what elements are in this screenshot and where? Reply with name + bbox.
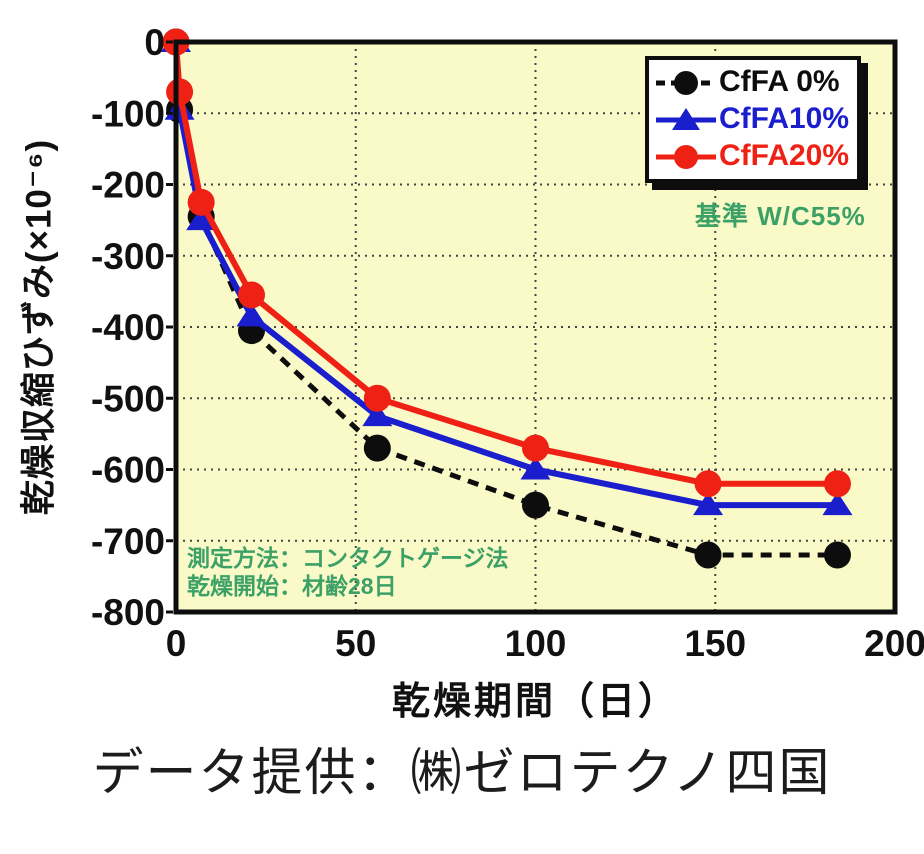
x-tick-label: 100 [505, 623, 567, 664]
circle-marker [522, 491, 549, 519]
measurement-method-note: 測定方法：コンタクトゲージ法 [187, 545, 509, 571]
reference-note: 基準 W/C55% [695, 201, 866, 231]
x-tick-label: 50 [335, 623, 376, 664]
y-axis-label: 乾燥収縮ひずみ(×10⁻⁶) [19, 138, 59, 516]
y-tick-label: -400 [91, 307, 165, 348]
y-tick-label: -100 [91, 93, 165, 134]
x-tick-label: 200 [864, 623, 924, 664]
y-tick-labels: 0 -100 -200 -300 -400 -500 -600 -700 -800 [91, 22, 165, 633]
y-tick-label: -800 [91, 592, 165, 633]
circle-marker [166, 78, 194, 106]
series-cffa20% [162, 28, 851, 498]
legend-item-cffa10%: CfFA10% [655, 100, 849, 137]
circle-marker [694, 470, 722, 498]
plot-frame [173, 39, 898, 615]
circle-marker [522, 434, 549, 462]
triangle-marker [693, 492, 724, 516]
legend-marker-glyph [672, 107, 700, 130]
x-tick-labels: 0 50 100 150 200 [166, 623, 924, 664]
legend-label: CfFA10% [719, 101, 850, 135]
legend-label: CfFA 0% [719, 64, 840, 98]
legend-item-cffa20%: CfFA20% [655, 137, 849, 174]
legend-marker-circle [656, 144, 716, 169]
y-tick-marks [166, 40, 173, 614]
drying-start-note: 乾燥開始：材齢28日 [187, 573, 397, 599]
series-line [173, 41, 838, 487]
legend-marker-triangle [656, 107, 716, 130]
gridlines [176, 42, 895, 612]
circle-marker [237, 281, 265, 309]
caption: データ提供：㈱ゼロテクノ四国 [92, 746, 832, 802]
x-axis-label: 乾燥期間（日） [391, 681, 679, 723]
triangle-marker [186, 207, 217, 231]
legend-label: CfFA20% [719, 138, 850, 172]
circle-marker [363, 384, 391, 412]
y-tick-label: 0 [144, 22, 165, 63]
legend-rows: CfFA 0% CfFA10% CfFA20% [655, 63, 849, 174]
circle-marker [823, 470, 851, 498]
circle-marker [363, 434, 391, 462]
x-tick-label: 0 [166, 623, 187, 664]
y-tick-label: -200 [91, 165, 165, 206]
legend-box: CfFA 0% CfFA10% CfFA20% [645, 56, 862, 183]
legend-marker-glyph [674, 144, 698, 169]
circle-marker [187, 188, 215, 216]
legend-marker-circle [656, 70, 716, 95]
triangle-marker [362, 403, 393, 427]
measurement-notes: 測定方法：コンタクトゲージ法 乾燥開始：材齢28日 [187, 544, 509, 600]
circle-marker [694, 541, 722, 569]
triangle-marker [822, 492, 853, 516]
y-tick-label: -300 [91, 236, 165, 277]
y-tick-label: -500 [91, 378, 165, 419]
y-tick-label: -700 [91, 521, 165, 562]
legend-item-cffa0%: CfFA 0% [655, 63, 849, 100]
triangle-marker [520, 456, 551, 480]
triangle-marker [236, 303, 267, 327]
circle-marker [823, 541, 851, 569]
legend-marker-glyph [674, 70, 698, 95]
series-line [173, 41, 838, 509]
x-tick-label: 150 [684, 623, 746, 664]
y-tick-label: -600 [91, 450, 165, 491]
